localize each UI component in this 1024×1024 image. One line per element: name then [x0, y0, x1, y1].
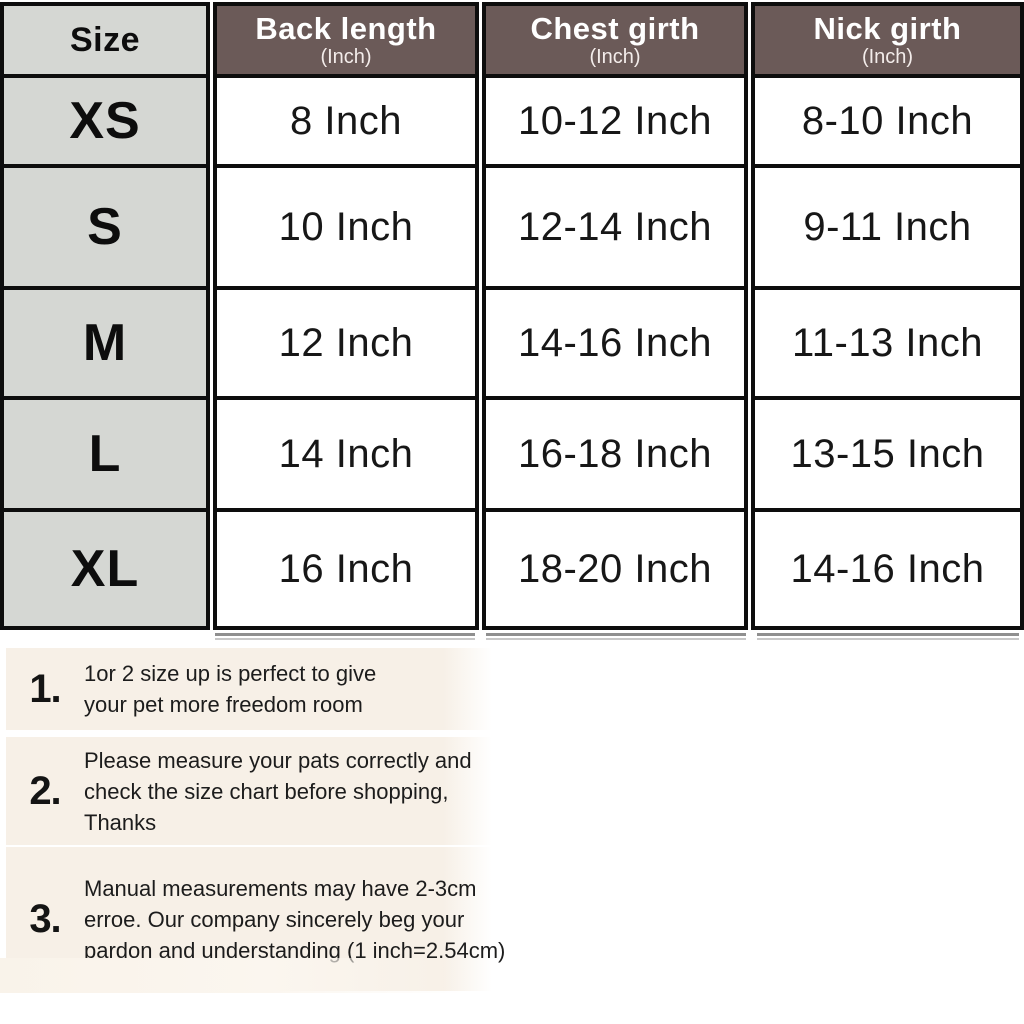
size-value: S — [87, 198, 123, 256]
size-value: XL — [70, 540, 140, 598]
table-row-m-nick: 11-13 Inch — [751, 286, 1024, 400]
table-row-m-size: M — [0, 286, 210, 400]
bottom-fade-decoration — [0, 958, 490, 993]
note-line: Manual measurements may have 2-3cm — [84, 875, 477, 901]
note-2: 2. Please measure your pats correctly an… — [6, 737, 492, 845]
table-row-xs-chest: 10-12 Inch — [482, 74, 748, 168]
nick-girth-value: 8-10 Inch — [801, 98, 974, 143]
size-table: Size Back length (Inch) Chest girth (Inc… — [0, 2, 1024, 630]
table-row-xl-back: 16 Inch — [213, 508, 479, 630]
note-1-number: 1. — [29, 666, 61, 711]
nick-girth-title: Nick girth — [813, 11, 962, 46]
back-length-value: 10 Inch — [278, 204, 414, 249]
nick-girth-value: 9-11 Inch — [803, 204, 972, 249]
note-line: your pet more freedom room — [84, 692, 363, 717]
table-row-s-back: 10 Inch — [213, 164, 479, 290]
chest-girth-unit: (Inch) — [589, 45, 641, 68]
table-row-xs-back: 8 Inch — [213, 74, 479, 168]
table-row-xl-nick: 14-16 Inch — [751, 508, 1024, 630]
chest-girth-value: 14-16 Inch — [517, 320, 713, 365]
paper-edge-decoration — [486, 633, 746, 641]
table-row-m-back: 12 Inch — [213, 286, 479, 400]
chest-girth-value: 16-18 Inch — [517, 431, 713, 476]
table-row-s-nick: 9-11 Inch — [751, 164, 1024, 290]
back-length-value: 16 Inch — [278, 546, 414, 591]
back-length-unit: (Inch) — [320, 45, 372, 68]
back-length-title: Back length — [255, 11, 437, 46]
table-row-l-back: 14 Inch — [213, 396, 479, 512]
note-3-text: Manual measurements may have 2-3cm erroe… — [84, 873, 505, 966]
size-column-header: Size — [69, 20, 141, 59]
table-row-s-chest: 12-14 Inch — [482, 164, 748, 290]
note-line: Please measure your pats correctly and — [84, 747, 472, 773]
note-line: 1or 2 size up is perfect to give — [84, 661, 377, 686]
note-2-number: 2. — [29, 768, 61, 813]
table-row-xl-size: XL — [0, 508, 210, 630]
nick-girth-value: 13-15 Inch — [790, 431, 985, 476]
table-row-xl-chest: 18-20 Inch — [482, 508, 748, 630]
note-line: check the size chart before shopping, — [84, 778, 449, 804]
table-row-m-chest: 14-16 Inch — [482, 286, 748, 400]
chest-girth-title: Chest girth — [530, 11, 700, 46]
note-1: 1. 1or 2 size up is perfect to give your… — [6, 648, 492, 730]
header-cell-size: Size — [0, 2, 210, 78]
size-value: M — [82, 314, 128, 372]
header-cell-back-length: Back length (Inch) — [213, 2, 479, 78]
chest-girth-value: 12-14 Inch — [517, 204, 713, 249]
table-row-l-nick: 13-15 Inch — [751, 396, 1024, 512]
size-value: L — [88, 425, 122, 483]
note-line: erroe. Our company sincerely beg your — [84, 906, 465, 932]
nick-girth-value: 14-16 Inch — [790, 546, 985, 591]
table-row-l-size: L — [0, 396, 210, 512]
note-3-number: 3. — [29, 896, 61, 941]
paper-edge-decoration — [215, 633, 475, 641]
table-row-l-chest: 16-18 Inch — [482, 396, 748, 512]
nick-girth-unit: (Inch) — [861, 45, 914, 68]
back-length-value: 8 Inch — [290, 98, 402, 143]
table-row-xs-size: XS — [0, 74, 210, 168]
paper-edge-decoration — [757, 633, 1019, 641]
size-value: XS — [69, 92, 141, 150]
nick-girth-value: 11-13 Inch — [791, 320, 984, 365]
back-length-value: 14 Inch — [278, 431, 414, 476]
note-line: Thanks — [84, 809, 157, 835]
table-row-xs-nick: 8-10 Inch — [751, 74, 1024, 168]
table-row-s-size: S — [0, 164, 210, 290]
chest-girth-value: 18-20 Inch — [517, 546, 713, 591]
note-2-text: Please measure your pats correctly and c… — [84, 745, 472, 838]
header-cell-chest-girth: Chest girth (Inch) — [482, 2, 748, 78]
back-length-value: 12 Inch — [278, 320, 414, 365]
note-1-text: 1or 2 size up is perfect to give your pe… — [84, 658, 376, 720]
header-cell-nick-girth: Nick girth (Inch) — [751, 2, 1024, 78]
chest-girth-value: 10-12 Inch — [517, 98, 713, 143]
